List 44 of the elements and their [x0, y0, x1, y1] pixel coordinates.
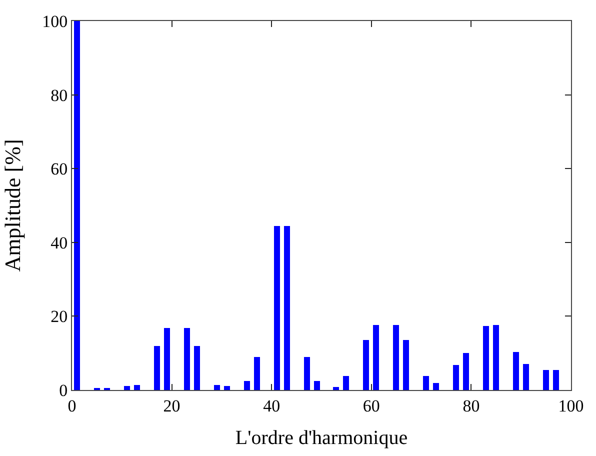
- bar: [154, 346, 160, 390]
- bar: [274, 226, 280, 390]
- bar: [423, 376, 429, 390]
- bar: [393, 325, 399, 390]
- bar: [333, 387, 339, 390]
- y-tick-label: 80: [50, 86, 68, 105]
- bar: [493, 325, 499, 390]
- bar: [453, 365, 459, 390]
- y-tick-label: 20: [50, 307, 68, 326]
- bar: [483, 326, 489, 390]
- bar: [314, 381, 320, 390]
- bar: [343, 376, 349, 390]
- bar: [214, 385, 220, 390]
- bar: [224, 386, 230, 390]
- y-tick-label: 100: [42, 12, 68, 31]
- x-tick-label: 80: [462, 396, 480, 416]
- bar: [543, 370, 549, 390]
- y-axis-title: Amplitude [%]: [0, 139, 25, 272]
- x-tick-label: 20: [163, 396, 180, 416]
- bar: [184, 328, 190, 390]
- bar: [513, 352, 519, 390]
- bar: [553, 370, 559, 390]
- bar: [284, 226, 290, 390]
- bar: [134, 385, 140, 390]
- y-tick-label: 0: [59, 380, 68, 400]
- bar: [304, 357, 310, 390]
- bar: [463, 353, 469, 390]
- bar: [254, 357, 260, 390]
- x-tick-label: 60: [362, 396, 380, 416]
- bar: [403, 340, 409, 390]
- y-tick-label: 60: [50, 160, 68, 179]
- bar: [124, 386, 130, 390]
- x-tick-label: 40: [263, 396, 280, 416]
- y-tick-label: 40: [50, 233, 68, 252]
- bar: [194, 346, 200, 390]
- bar: [244, 381, 250, 390]
- bar: [373, 325, 379, 390]
- x-axis-title: L'ordre d'harmonique: [235, 426, 408, 449]
- bar: [523, 364, 529, 390]
- bar: [363, 340, 369, 390]
- bar: [433, 383, 439, 390]
- bar: [164, 328, 170, 390]
- bar: [74, 21, 80, 390]
- x-tick-label: 100: [558, 396, 584, 416]
